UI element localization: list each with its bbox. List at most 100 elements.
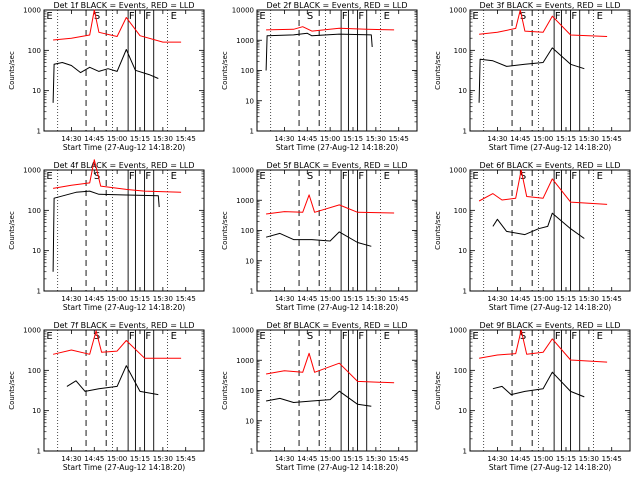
events-series-line [265,32,373,71]
x-tick-label: 15:30 [366,135,386,143]
x-tick-label: 15:00 [320,295,340,303]
y-tick-label: 1000 [236,197,254,205]
plot-frame [469,169,631,292]
events-series-line [492,371,585,398]
y-tick-label: 10 [32,87,41,95]
panel-title: Det 9f BLACK = Events, RED = LLD [479,321,620,330]
x-tick-label: 15:00 [107,455,127,463]
interval-letter: F [555,331,561,342]
x-tick-label: 14:45 [297,295,317,303]
plot-frame [43,329,205,452]
panel-title: Det 8f BLACK = Events, RED = LLD [266,321,407,330]
panel-title: Det 4f BLACK = Events, RED = LLD [53,161,194,170]
detector-panel: Det 6f BLACK = Events, RED = LLD Counts/s… [434,161,631,312]
y-tick-label: 1 [250,128,254,136]
plot-frame [469,9,631,132]
interval-letter: F [129,171,135,182]
x-tick-label: 15:00 [320,455,340,463]
x-tick-label: 15:30 [366,295,386,303]
x-tick-label: 14:30 [274,135,294,143]
interval-letter: E [597,11,603,22]
detector-panel: Det 8f BLACK = Events, RED = LLD Counts/s… [221,321,418,472]
interval-letter: E [171,331,177,342]
interval-letter: F [358,171,364,182]
y-tick-label: 1000 [449,167,467,175]
plot-frame [43,9,205,132]
interval-letter: E [171,11,177,22]
interval-letter: E [259,171,265,182]
x-tick-label: 15:30 [579,295,599,303]
x-tick-label: 14:45 [510,455,530,463]
events-series-line [478,47,585,103]
x-tick-label: 14:30 [274,455,294,463]
interval-letter: E [259,11,265,22]
interval-letter: E [384,171,390,182]
x-tick-label: 15:15 [556,135,576,143]
interval-letter: E [472,171,478,182]
detector-panel: Det 1f BLACK = Events, RED = LLD Counts/s… [8,1,205,152]
x-tick-label: 15:45 [389,455,409,463]
y-tick-label: 1000 [449,7,467,15]
y-axis-label: Counts/sec [434,211,442,250]
interval-letter: F [555,11,561,22]
interval-letter: F [342,11,348,22]
interval-letter: F [358,11,364,22]
panel-title: Det 1f BLACK = Events, RED = LLD [53,1,194,10]
plot-frame [256,169,418,292]
detector-panel: Det 4f BLACK = Events, RED = LLD Counts/s… [8,159,205,312]
y-axis-label: Counts/sec [434,371,442,410]
x-axis-label: Start Time (27-Aug-12 14:18:20) [276,303,398,312]
interval-letter: S [94,171,100,182]
events-series-line [52,190,160,272]
y-axis-label: Counts/sec [221,51,229,90]
panel-title: Det 2f BLACK = Events, RED = LLD [266,1,407,10]
x-axis-label: Start Time (27-Aug-12 14:18:20) [489,463,611,472]
y-tick-label: 10 [458,407,467,415]
x-tick-label: 14:45 [510,295,530,303]
plot-frame [43,169,205,292]
interval-letter: E [384,331,390,342]
detector-panel: Det 3f BLACK = Events, RED = LLD Counts/s… [434,1,631,152]
y-tick-label: 1000 [236,37,254,45]
lld-series-line [266,194,395,215]
lld-series-line [479,329,608,363]
lld-series-line [266,26,395,32]
y-tick-label: 100 [241,67,254,75]
panel-title: Det 3f BLACK = Events, RED = LLD [479,1,620,10]
y-tick-label: 100 [28,367,41,375]
y-tick-label: 1 [463,448,467,456]
interval-letter: E [46,11,52,22]
x-axis-label: Start Time (27-Aug-12 14:18:20) [276,143,398,152]
interval-letter: F [145,171,151,182]
y-tick-label: 100 [28,47,41,55]
x-tick-label: 14:30 [61,455,81,463]
y-axis-label: Counts/sec [8,371,16,410]
x-tick-label: 15:15 [556,295,576,303]
x-tick-label: 15:00 [107,135,127,143]
x-axis-label: Start Time (27-Aug-12 14:18:20) [63,303,185,312]
x-tick-label: 15:45 [389,135,409,143]
interval-letter: F [358,331,364,342]
x-tick-label: 15:15 [130,295,150,303]
x-tick-label: 14:45 [510,135,530,143]
x-tick-label: 15:45 [176,455,196,463]
interval-letter: F [571,11,577,22]
x-tick-label: 15:45 [602,135,622,143]
x-tick-label: 15:45 [176,135,196,143]
interval-letter: F [571,331,577,342]
y-tick-label: 1 [37,128,41,136]
x-tick-label: 15:00 [533,295,553,303]
x-tick-label: 15:15 [556,455,576,463]
x-tick-label: 15:45 [389,295,409,303]
x-tick-label: 15:00 [320,135,340,143]
y-axis-label: Counts/sec [8,51,16,90]
events-series-line [66,365,159,396]
x-tick-label: 15:30 [153,135,173,143]
y-tick-label: 10 [32,407,41,415]
y-tick-label: 10000 [232,167,254,175]
x-tick-label: 15:00 [533,135,553,143]
interval-letter: S [307,171,313,182]
interval-letter: E [46,331,52,342]
y-tick-label: 1000 [449,327,467,335]
y-tick-label: 10000 [232,327,254,335]
